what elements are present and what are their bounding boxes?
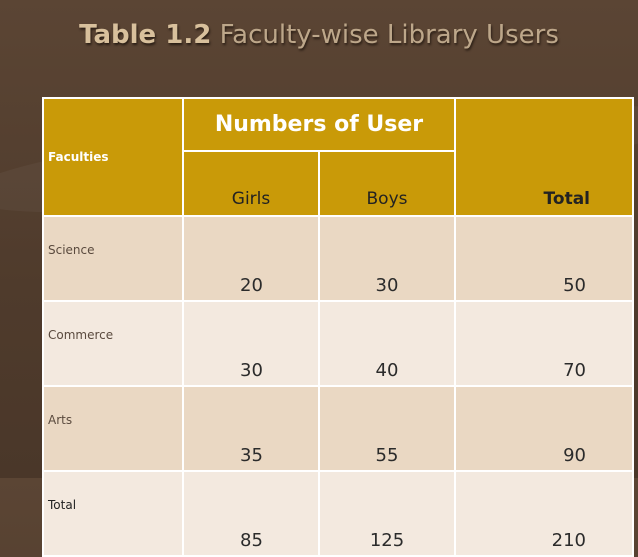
- table-row: Science 20 30 50: [42, 215, 634, 302]
- header-boys: Boys: [318, 150, 456, 217]
- cell-girls: 35: [182, 385, 320, 472]
- cell-girls: 30: [182, 300, 320, 387]
- table-row-total: Total 85 125 210: [42, 470, 634, 557]
- cell-boys: 40: [318, 300, 456, 387]
- header-numbers-of-user: Numbers of User: [182, 97, 456, 152]
- cell-total: 50: [454, 215, 634, 302]
- cell-girls: 20: [182, 215, 320, 302]
- cell-girls: 85: [182, 470, 320, 557]
- row-label-arts: Arts: [42, 385, 184, 472]
- row-label-total: Total: [42, 470, 184, 557]
- header-total: Total: [454, 97, 634, 217]
- cell-total: 210: [454, 470, 634, 557]
- header-faculties: Faculties: [42, 97, 184, 217]
- table-row: Commerce 30 40 70: [42, 300, 634, 387]
- slide-title: Table 1.2 Faculty-wise Library Users: [0, 20, 638, 50]
- slide-title-number: Table 1.2: [79, 20, 212, 50]
- cell-boys: 125: [318, 470, 456, 557]
- table-row: Arts 35 55 90: [42, 385, 634, 472]
- cell-total: 70: [454, 300, 634, 387]
- table-header-row: Faculties Numbers of User Total: [42, 97, 634, 217]
- table-subheader-row: Girls Boys: [43, 150, 633, 217]
- cell-total: 90: [454, 385, 634, 472]
- header-girls: Girls: [182, 150, 320, 217]
- cell-boys: 55: [318, 385, 456, 472]
- cell-boys: 30: [318, 215, 456, 302]
- row-label-science: Science: [42, 215, 184, 302]
- slide-title-text: Faculty-wise Library Users: [219, 20, 559, 50]
- row-label-commerce: Commerce: [42, 300, 184, 387]
- library-users-table: Faculties Numbers of User Total Girls Bo…: [42, 97, 634, 557]
